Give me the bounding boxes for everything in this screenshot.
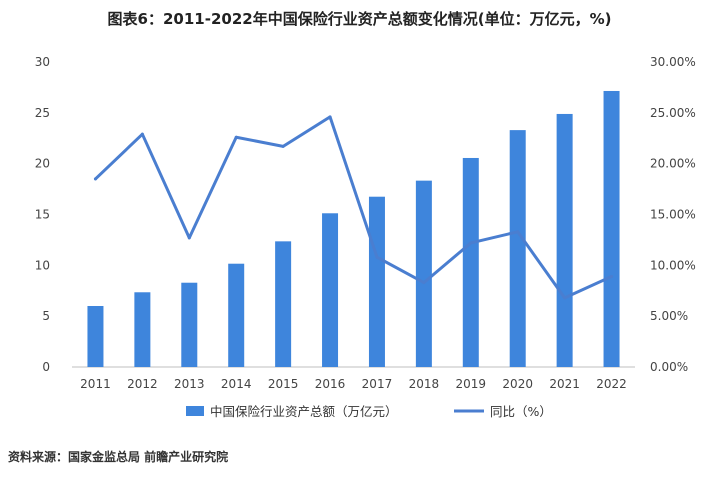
bar (462, 157, 479, 367)
x-tick-label: 2012 (127, 377, 158, 391)
line-point (281, 144, 285, 148)
left-tick-label: 15 (35, 208, 50, 222)
bar (415, 180, 432, 367)
line-point (375, 255, 379, 259)
line-point (469, 241, 473, 245)
x-tick-label: 2014 (221, 377, 252, 391)
x-tick-label: 2015 (268, 377, 299, 391)
right-tick-label: 25.00% (650, 106, 696, 120)
right-tick-label: 0.00% (650, 360, 688, 374)
legend-bar-swatch (186, 406, 204, 416)
left-axis: 0 5 10 15 20 25 30 (35, 55, 50, 374)
line-point (234, 135, 238, 139)
x-tick-label: 2013 (174, 377, 205, 391)
x-tick-label: 2022 (596, 377, 627, 391)
left-tick-label: 30 (35, 55, 50, 69)
chart-title: 图表6：2011-2022年中国保险行业资产总额变化情况(单位：万亿元，%) (107, 10, 612, 28)
bar (134, 292, 151, 367)
right-tick-label: 15.00% (650, 208, 696, 222)
x-tick-label: 2011 (80, 377, 111, 391)
right-axis: 0.00% 5.00% 10.00% 15.00% 20.00% 25.00% 30.00% (650, 55, 696, 374)
line-point (610, 275, 614, 279)
bar (368, 196, 385, 367)
right-tick-label: 30.00% (650, 55, 696, 69)
bar (275, 241, 292, 367)
bar-series (87, 90, 620, 368)
bar (228, 263, 245, 367)
legend-line-label: 同比（%） (490, 404, 552, 419)
x-axis: 2011 2012 2013 2014 2015 2016 2017 2018 2019 2020… (80, 377, 627, 391)
right-tick-label: 5.00% (650, 309, 688, 323)
line-series (93, 115, 614, 300)
bar (322, 213, 339, 367)
line-point (187, 236, 191, 240)
x-tick-label: 2020 (502, 377, 533, 391)
bar (556, 113, 573, 368)
combo-chart: 0 5 10 15 20 25 30 0.00% 5.00% 10.00% 15.00% 20.00… (35, 55, 696, 419)
bar (603, 90, 620, 367)
x-tick-label: 2017 (362, 377, 393, 391)
x-tick-label: 2016 (315, 377, 346, 391)
line-point (516, 230, 520, 234)
series-line (93, 115, 614, 300)
right-tick-label: 20.00% (650, 157, 696, 171)
line-point (140, 132, 144, 136)
legend-bar-label: 中国保险行业资产总额（万亿元） (210, 404, 398, 419)
x-tick-label: 2019 (456, 377, 487, 391)
right-tick-label: 10.00% (650, 258, 696, 272)
bar (181, 282, 198, 367)
left-tick-label: 20 (35, 157, 50, 171)
line-point (563, 296, 567, 300)
legend: 中国保险行业资产总额（万亿元） 同比（%） (186, 404, 552, 419)
line-point (328, 115, 332, 119)
left-tick-label: 0 (42, 360, 50, 374)
bar (509, 130, 526, 367)
bar (87, 306, 104, 367)
left-tick-label: 10 (35, 258, 50, 272)
left-tick-label: 25 (35, 106, 50, 120)
left-tick-label: 5 (42, 309, 50, 323)
line-point (422, 281, 426, 285)
x-tick-label: 2021 (549, 377, 580, 391)
source-note: 资料来源：国家金监总局 前瞻产业研究院 (8, 450, 229, 464)
x-tick-label: 2018 (409, 377, 440, 391)
line-point (93, 177, 97, 181)
